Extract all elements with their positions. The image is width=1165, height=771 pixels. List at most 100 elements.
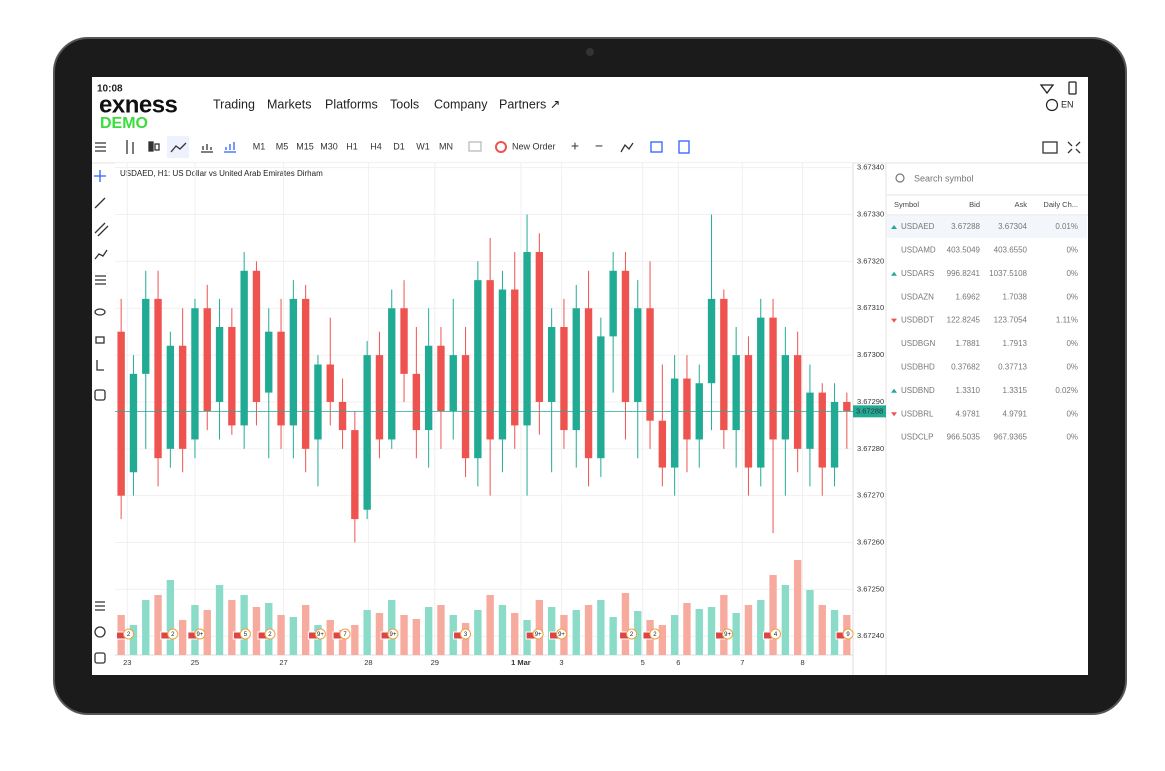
- candle-body: [670, 378, 679, 468]
- zoom-in[interactable]: +: [571, 138, 579, 154]
- logo[interactable]: exness: [99, 91, 178, 118]
- symbol[interactable]: USDBGN: [901, 339, 935, 348]
- symbol[interactable]: USDBDT: [901, 316, 934, 325]
- timeframe-button[interactable]: M15: [296, 141, 314, 151]
- trend-arrow: [891, 271, 897, 276]
- nav-item[interactable]: Tools: [390, 97, 419, 111]
- y-tick-label: 3.67320: [857, 256, 884, 265]
- bid: 403.5049: [947, 246, 981, 255]
- event-badge[interactable]: [555, 628, 567, 640]
- zoom-out[interactable]: −: [595, 138, 603, 154]
- event-badge[interactable]: [123, 628, 135, 640]
- volume-bar: [375, 613, 384, 655]
- daily-change: 0.02%: [1055, 386, 1078, 395]
- column-header: Bid: [969, 200, 980, 209]
- candle-body: [511, 289, 519, 426]
- symbol[interactable]: USDAZN: [901, 292, 934, 301]
- symbol[interactable]: USDAED: [901, 222, 935, 231]
- candle-body: [818, 392, 826, 468]
- globe-icon[interactable]: [1045, 98, 1059, 112]
- nav-item[interactable]: Partners ↗: [499, 97, 560, 111]
- nav-item[interactable]: Platforms: [325, 97, 378, 111]
- candle-body: [129, 373, 138, 473]
- volume-bar: [178, 620, 187, 655]
- x-tick-label: 27: [279, 658, 287, 667]
- chart-pane: [115, 163, 853, 655]
- volume-bar: [412, 619, 421, 655]
- nav-item[interactable]: Company: [434, 97, 488, 111]
- volume-bar: [720, 595, 728, 655]
- y-tick-label: 3.67310: [857, 303, 884, 312]
- event-badge[interactable]: [314, 628, 326, 640]
- event-badge[interactable]: [167, 628, 179, 640]
- timeframe-button[interactable]: M30: [320, 141, 338, 151]
- event-badge[interactable]: [264, 628, 276, 640]
- candle-body: [191, 308, 199, 440]
- x-tick-label: 29: [431, 658, 439, 667]
- event-badge[interactable]: [722, 628, 734, 640]
- candle-body: [437, 345, 445, 412]
- new-order-button[interactable]: New Order: [512, 141, 556, 151]
- candle-body: [154, 298, 162, 459]
- nav-item[interactable]: Markets: [267, 97, 311, 111]
- event-badge[interactable]: [460, 628, 472, 640]
- candle-body: [351, 430, 359, 520]
- event-badge[interactable]: [649, 628, 661, 640]
- timeframe-button[interactable]: M1: [253, 141, 266, 151]
- timeframe-button[interactable]: W1: [416, 141, 430, 151]
- search-input[interactable]: Search symbol: [914, 173, 974, 183]
- x-tick-label: 6: [676, 658, 680, 667]
- toolbar-icons: [95, 136, 1081, 158]
- ask: 3.67304: [998, 222, 1027, 231]
- volume-bar: [363, 610, 371, 655]
- event-badge[interactable]: [842, 628, 854, 640]
- volume-bar: [191, 605, 199, 655]
- y-tick-label: 3.67300: [857, 350, 884, 359]
- daily-change: 0%: [1066, 363, 1078, 372]
- symbol[interactable]: USDBRL: [901, 409, 934, 418]
- timeframe-button[interactable]: D1: [393, 141, 405, 151]
- candle-body: [547, 327, 556, 402]
- candle-body: [806, 392, 814, 449]
- timeframe-button[interactable]: H4: [370, 141, 382, 151]
- daily-change: 1.11%: [1056, 316, 1078, 325]
- event-badge[interactable]: [532, 628, 544, 640]
- symbol[interactable]: USDARS: [901, 269, 934, 278]
- event-count: 7: [343, 632, 347, 638]
- candle-body: [375, 355, 384, 440]
- timeframe-button[interactable]: MN: [439, 141, 453, 151]
- event-badge[interactable]: [626, 628, 638, 640]
- symbol[interactable]: USDBHD: [901, 363, 935, 372]
- x-tick-label: 7: [740, 658, 744, 667]
- event-badge[interactable]: [770, 628, 782, 640]
- candle-body: [486, 280, 494, 440]
- x-tick-label: 8: [800, 658, 804, 667]
- nav-item[interactable]: Trading: [213, 97, 255, 111]
- symbol[interactable]: USDCLP: [901, 433, 933, 442]
- demo-badge: DEMO: [100, 115, 148, 132]
- candle-body: [757, 317, 765, 468]
- event-badge[interactable]: [339, 628, 351, 640]
- volume-bar: [424, 607, 433, 655]
- daily-change: 0%: [1066, 246, 1078, 255]
- symbol[interactable]: USDAMD: [901, 246, 936, 255]
- volume-bar: [228, 600, 236, 655]
- ask: 0.37713: [998, 363, 1027, 372]
- event-badge[interactable]: [194, 628, 206, 640]
- timeframe-button[interactable]: M5: [276, 141, 289, 151]
- candle-body: [240, 270, 248, 426]
- candle-body: [523, 252, 531, 426]
- symbol[interactable]: USDBND: [901, 386, 935, 395]
- candle-body: [363, 355, 371, 510]
- event-badge[interactable]: [239, 628, 251, 640]
- trend-arrow: [891, 388, 897, 393]
- language[interactable]: EN: [1061, 99, 1074, 109]
- volume-bar: [486, 595, 494, 655]
- timeframe-button[interactable]: H1: [346, 141, 358, 151]
- column-header: Symbol: [894, 200, 919, 209]
- bid: 4.9781: [956, 409, 981, 418]
- volume-bar: [314, 625, 322, 655]
- candle-body: [609, 270, 617, 337]
- candle-body: [560, 327, 568, 431]
- event-badge[interactable]: [387, 628, 399, 640]
